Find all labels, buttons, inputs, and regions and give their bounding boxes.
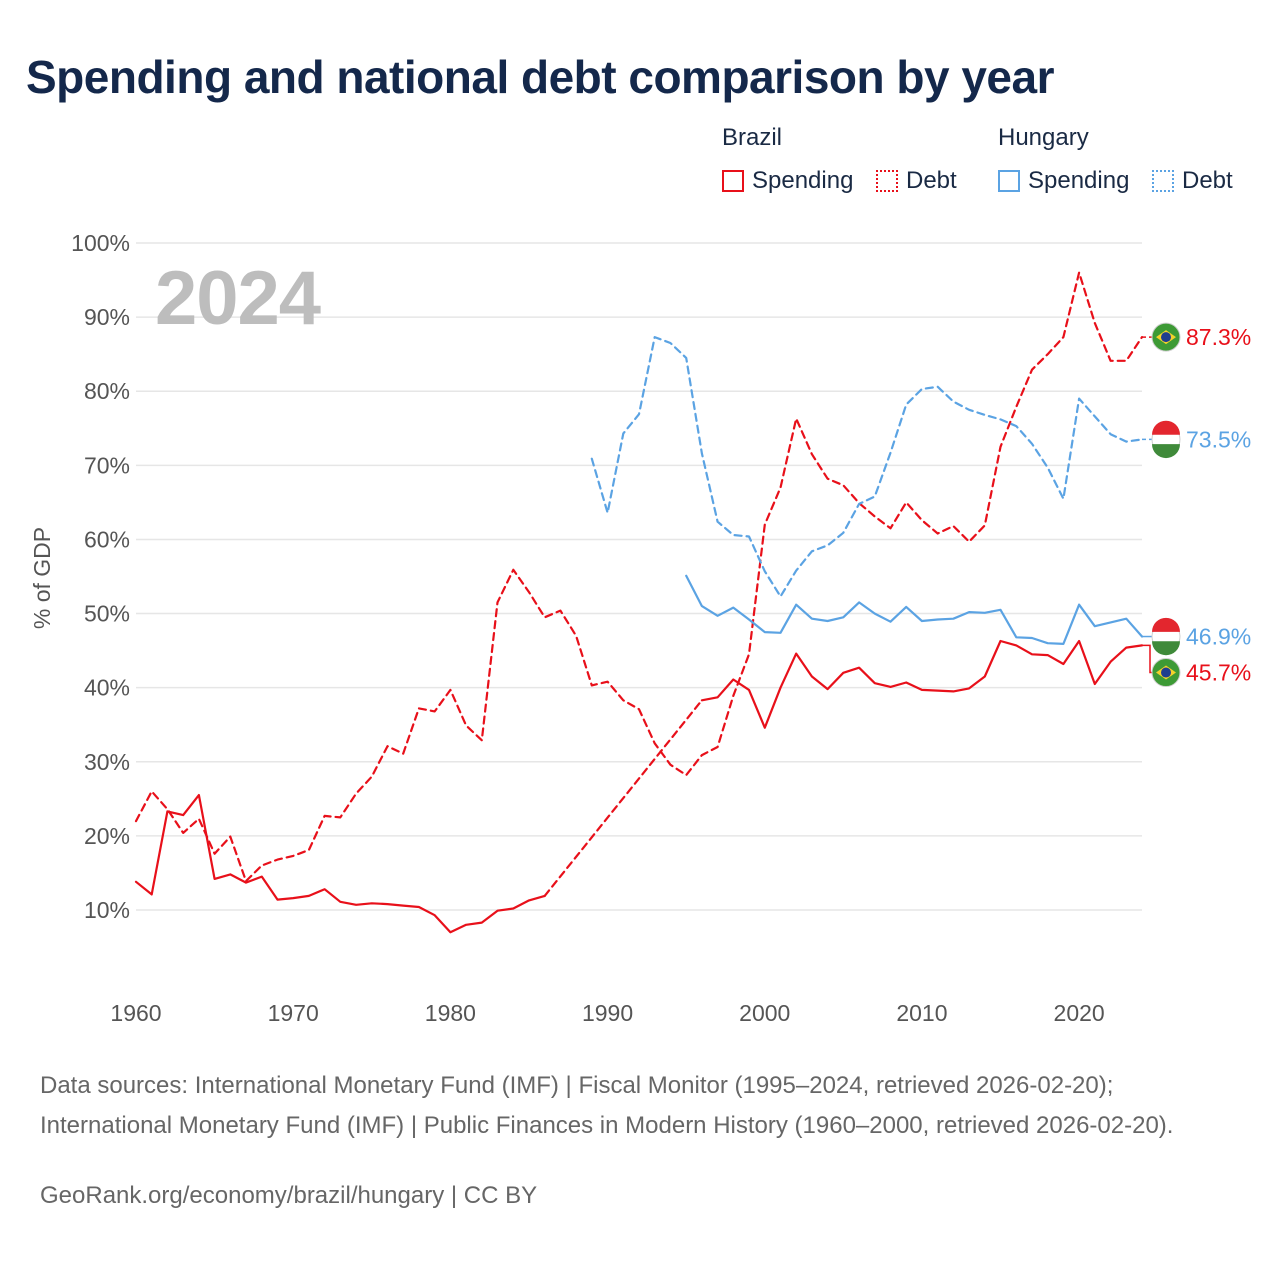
legend-swatch-solid-icon: [722, 170, 744, 192]
end-value-label: 87.3%: [1186, 324, 1251, 350]
legend-swatch-solid-icon: [998, 170, 1020, 192]
line-chart: 10% 20% 30% 40% 50% 60% 70% 80% 90% 100% 1960 1970 1…: [29, 230, 1251, 1026]
x-tick-label: 1960: [110, 1000, 161, 1026]
series-line-hungary-debt: [590, 336, 1144, 598]
x-tick-label: 2020: [1054, 1000, 1105, 1026]
x-tick-label: 1970: [268, 1000, 319, 1026]
y-tick-label: 20%: [84, 823, 130, 849]
x-tick-label: 2010: [896, 1000, 947, 1026]
hungary-flag-red: [1152, 420, 1181, 435]
y-tick-label: 40%: [84, 675, 130, 701]
legend-label: Debt: [906, 167, 957, 194]
end-value-label: 46.9%: [1186, 624, 1251, 650]
brazil-flag-globe: [1161, 332, 1171, 343]
year-watermark: 2024: [155, 256, 321, 341]
y-tick-label: 80%: [84, 378, 130, 404]
legend-brazil-title: Brazil: [722, 124, 783, 151]
legend-hungary-debt[interactable]: Debt: [1152, 166, 1233, 196]
hungary-flag-green: [1152, 641, 1181, 656]
y-axis-label: % of GDP: [29, 527, 55, 629]
y-tick-label: 100%: [71, 230, 130, 256]
hungary-flag-green: [1152, 444, 1181, 459]
legend-brazil-spending[interactable]: Spending: [722, 166, 853, 196]
legend-label: Debt: [1182, 167, 1233, 194]
x-tick-label: 2000: [739, 1000, 790, 1026]
y-tick-label: 60%: [84, 526, 130, 552]
data-sources: Data sources: International Monetary Fun…: [40, 1072, 1174, 1139]
legend-brazil-debt[interactable]: Debt: [876, 166, 957, 196]
end-connector: [1142, 644, 1152, 674]
hungary-flag-red: [1152, 617, 1181, 632]
series-line-brazil-spending: [134, 794, 546, 934]
series-gap-brazil-spending: [543, 699, 703, 898]
series-line-brazil-debt: [134, 271, 1144, 883]
legend-hungary-spending[interactable]: Spending: [998, 166, 1129, 196]
y-tick-label: 70%: [84, 452, 130, 478]
legend-label: Spending: [752, 167, 854, 194]
y-tick-label: 10%: [84, 897, 130, 923]
y-tick-label: 90%: [84, 304, 130, 330]
credit-link[interactable]: GeoRank.org/economy/brazil/hungary | CC …: [40, 1182, 538, 1209]
brazil-flag-globe: [1161, 667, 1171, 678]
series-line-hungary-spending: [685, 574, 1144, 645]
chart-title: Spending and national debt comparison by…: [26, 51, 1055, 103]
x-tick-label: 1990: [582, 1000, 633, 1026]
series-line-brazil-spending: [700, 639, 1144, 729]
legend-swatch-dotted-icon: [1152, 170, 1174, 192]
end-value-label: 45.7%: [1186, 660, 1251, 686]
end-value-label: 73.5%: [1186, 426, 1251, 452]
legend-swatch-dotted-icon: [876, 170, 898, 192]
legend-hungary-title: Hungary: [998, 124, 1089, 151]
x-tick-label: 1980: [425, 1000, 476, 1026]
y-tick-label: 30%: [84, 749, 130, 775]
legend-label: Spending: [1028, 167, 1130, 194]
y-tick-label: 50%: [84, 601, 130, 627]
